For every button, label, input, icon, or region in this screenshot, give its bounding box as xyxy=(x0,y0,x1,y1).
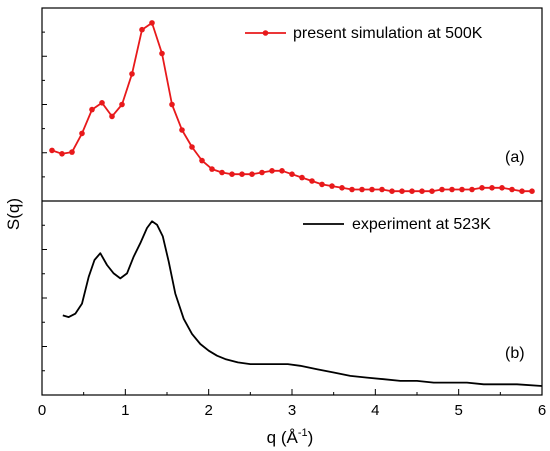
data-point xyxy=(179,127,185,133)
data-point xyxy=(79,130,85,137)
series-line xyxy=(51,21,532,193)
data-point xyxy=(529,188,535,194)
data-point xyxy=(129,71,135,77)
data-point xyxy=(279,168,285,174)
x-tick-label: 1 xyxy=(121,402,129,419)
data-point xyxy=(419,188,425,194)
x-tick-label: 6 xyxy=(538,402,546,419)
data-point xyxy=(439,186,445,193)
data-point xyxy=(509,186,515,193)
data-point xyxy=(109,113,115,120)
data-point xyxy=(139,26,145,33)
data-point xyxy=(159,50,165,57)
plot-frame xyxy=(41,7,543,396)
x-axis-label: q (Å-1) xyxy=(267,427,314,447)
data-point xyxy=(89,106,95,113)
data-point xyxy=(309,178,315,184)
y-axis-label: S(q) xyxy=(4,198,23,230)
data-point xyxy=(249,171,255,177)
series-line xyxy=(62,220,543,387)
x-axis-label-exponent: -1 xyxy=(298,427,308,439)
data-point xyxy=(459,186,465,193)
data-point xyxy=(389,188,395,194)
data-point xyxy=(329,183,335,189)
x-axis-label-unit: Å xyxy=(287,428,299,447)
data-point xyxy=(189,144,195,150)
data-point xyxy=(379,186,385,193)
data-point xyxy=(299,174,305,181)
panel-a: present simulation at 500K (a) xyxy=(49,20,535,194)
data-point xyxy=(269,168,275,174)
data-point xyxy=(219,169,225,176)
data-point xyxy=(519,188,525,194)
data-point xyxy=(499,185,505,191)
data-point xyxy=(99,100,105,106)
x-axis-label-main: q ( xyxy=(267,428,287,447)
data-point xyxy=(239,171,245,177)
legend-swatch-marker xyxy=(262,30,269,36)
x-tick-label: 3 xyxy=(288,402,296,419)
data-point xyxy=(259,169,265,176)
data-point xyxy=(119,101,125,108)
x-axis: 0 1 2 3 4 5 6 xyxy=(38,389,546,419)
data-point xyxy=(469,186,475,193)
data-point xyxy=(69,149,75,155)
data-point xyxy=(49,147,55,154)
data-point xyxy=(359,186,365,193)
data-point xyxy=(209,166,215,172)
legend-label: present simulation at 500K xyxy=(293,25,483,42)
data-point xyxy=(349,186,355,193)
x-tick-label: 5 xyxy=(454,402,462,419)
data-point xyxy=(169,101,175,108)
data-point xyxy=(149,20,155,26)
data-point xyxy=(319,181,325,188)
data-point xyxy=(489,185,495,191)
data-point xyxy=(449,186,455,193)
legend-label: experiment at 523K xyxy=(352,216,491,233)
data-point xyxy=(199,157,205,164)
panel-tag: (a) xyxy=(505,149,525,166)
data-point xyxy=(369,186,375,193)
data-point xyxy=(289,171,295,177)
x-tick-label: 0 xyxy=(38,402,46,419)
data-point xyxy=(399,188,405,194)
data-point xyxy=(429,188,435,194)
data-point xyxy=(479,185,485,191)
panel-b: experiment at 523K (b) xyxy=(62,216,543,387)
x-tick-label: 4 xyxy=(371,402,379,419)
panel-tag: (b) xyxy=(505,345,525,362)
x-axis-label-close: ) xyxy=(308,428,314,447)
data-point xyxy=(229,171,235,177)
data-point xyxy=(409,188,415,194)
data-point xyxy=(339,185,345,191)
data-point xyxy=(59,151,65,157)
x-tick-label: 2 xyxy=(204,402,212,419)
